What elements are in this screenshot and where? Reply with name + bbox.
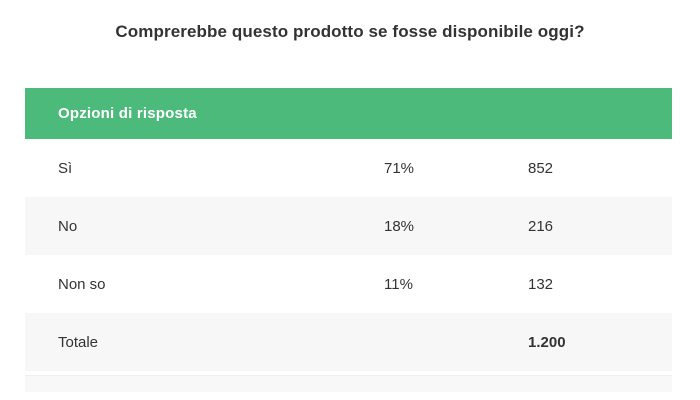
table-row-non-so: Non so 11% 132	[25, 255, 672, 313]
answer-count: 852	[528, 159, 554, 177]
table-header: Opzioni di risposta	[25, 88, 672, 139]
answer-option-label: No	[58, 217, 78, 235]
answer-option-label: Sì	[58, 159, 73, 177]
answer-percent: 11%	[384, 275, 413, 293]
answer-percent: 18%	[384, 217, 415, 235]
total-label: Totale	[58, 333, 99, 351]
table-row-si: Sì 71% 852	[25, 139, 672, 197]
table-row-total: Totale 1.200	[25, 313, 672, 371]
answer-options-header-label: Opzioni di risposta	[58, 105, 197, 122]
question-title: Comprerebbe questo prodotto se fosse dis…	[115, 22, 585, 41]
results-table: Opzioni di risposta Sì 71% 852 No 18% 21…	[25, 88, 672, 392]
answer-count: 132	[528, 275, 554, 293]
answer-option-label: Non so	[58, 275, 106, 293]
table-row-no: No 18% 216	[25, 197, 672, 255]
answer-count: 216	[528, 217, 554, 235]
total-count: 1.200	[528, 333, 566, 351]
next-row-partial-strip	[25, 375, 672, 392]
answer-percent: 71%	[384, 159, 415, 177]
